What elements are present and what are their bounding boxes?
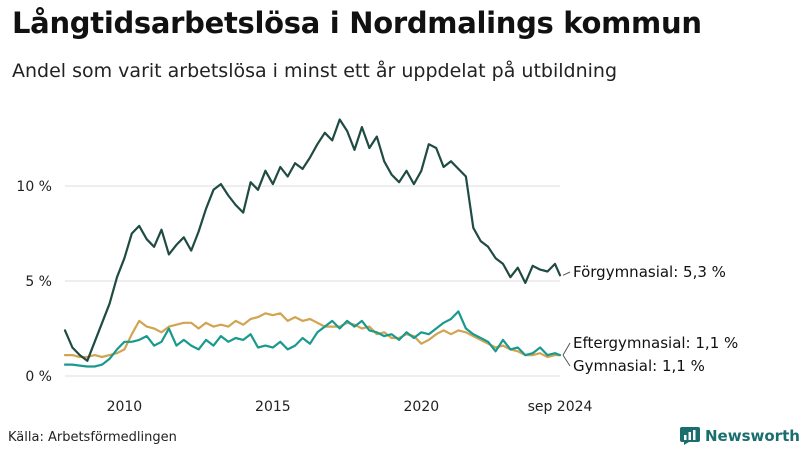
brand-name: Newsworthy bbox=[705, 427, 800, 445]
label-connector bbox=[562, 342, 571, 356]
source-note: Källa: Arbetsförmedlingen bbox=[8, 430, 177, 445]
series-label-eftergymnasial: Eftergymnasial: 1,1 % bbox=[573, 334, 738, 352]
series-line-eftergymnasial bbox=[63, 310, 562, 368]
chart-subtitle: Andel som varit arbetslösa i minst ett å… bbox=[12, 60, 618, 82]
y-tick-label: 5 % bbox=[25, 274, 52, 290]
x-tick-label: sep 2024 bbox=[528, 399, 593, 415]
brand-logo: Newsworthy bbox=[680, 427, 800, 445]
label-connector bbox=[562, 271, 571, 276]
y-tick-label: 10 % bbox=[16, 179, 52, 195]
label-connector bbox=[562, 354, 571, 367]
x-tick-label: 2010 bbox=[107, 399, 143, 415]
y-tick-label: 0 % bbox=[25, 369, 52, 385]
series-line-gymnasial bbox=[63, 312, 562, 359]
newsworthy-logo-icon bbox=[680, 427, 700, 445]
x-tick-label: 2015 bbox=[255, 399, 291, 415]
x-tick-label: 2020 bbox=[404, 399, 440, 415]
x-axis-ticks: 2010 2015 2020 sep 2024 bbox=[107, 399, 593, 415]
chart-title: Långtidsarbetslösa i Nordmalings kommun bbox=[12, 6, 702, 40]
series-label-förgymnasial: Förgymnasial: 5,3 % bbox=[573, 263, 726, 281]
gridlines bbox=[65, 185, 560, 377]
series-line-förgymnasial bbox=[63, 118, 562, 362]
series-labels: Förgymnasial: 5,3 % Eftergymnasial: 1,1 %… bbox=[562, 263, 738, 375]
series-lines bbox=[63, 118, 562, 368]
y-axis-ticks: 0 % 5 % 10 % bbox=[16, 179, 52, 385]
series-label-gymnasial: Gymnasial: 1,1 % bbox=[573, 357, 705, 375]
